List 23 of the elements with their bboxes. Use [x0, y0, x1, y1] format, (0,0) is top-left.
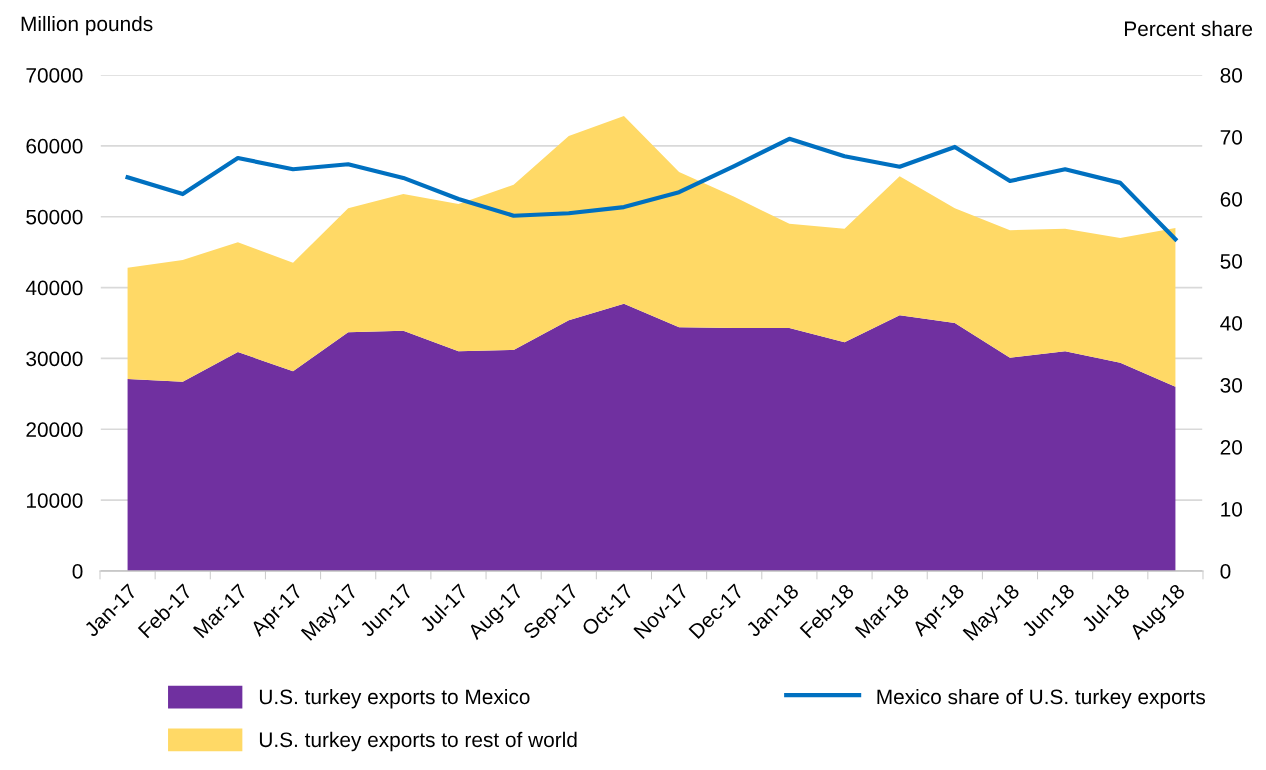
- y2-axis-title: Percent share: [1125, 20, 1253, 37]
- y-tick-label: 0: [72, 564, 83, 579]
- line-series: [125, 136, 1178, 242]
- y-tick-label: 40000: [25, 280, 83, 296]
- y-axis-title: Million pounds: [21, 15, 153, 36]
- y2-tick-label: 30: [1220, 378, 1243, 393]
- y-tick-label: 60000: [26, 138, 83, 154]
- legend-label: U.S. turkey exports to rest of world: [259, 731, 577, 752]
- legend-label: Mexico share of U.S. turkey exports: [877, 688, 1206, 709]
- y-tick-label: 20000: [26, 422, 83, 438]
- y2-tick-label: 40: [1220, 316, 1243, 331]
- y-tick-label: 70000: [26, 68, 83, 83]
- legend-label: U.S. turkey exports to Mexico: [259, 688, 530, 709]
- y2-tick-label: 50: [1220, 254, 1243, 269]
- y-tick-label: 30000: [26, 351, 83, 367]
- y2-tick-label: 80: [1220, 68, 1243, 83]
- y-tick-label: 50000: [26, 209, 83, 225]
- y2-tick-label: 0: [1220, 564, 1231, 579]
- y2-tick-label: 10: [1221, 502, 1243, 517]
- y2-tick-label: 60: [1220, 192, 1243, 207]
- y2-tick-label: 70: [1220, 130, 1243, 145]
- y2-tick-label: 20: [1220, 440, 1243, 455]
- y-tick-label: 10000: [27, 493, 83, 508]
